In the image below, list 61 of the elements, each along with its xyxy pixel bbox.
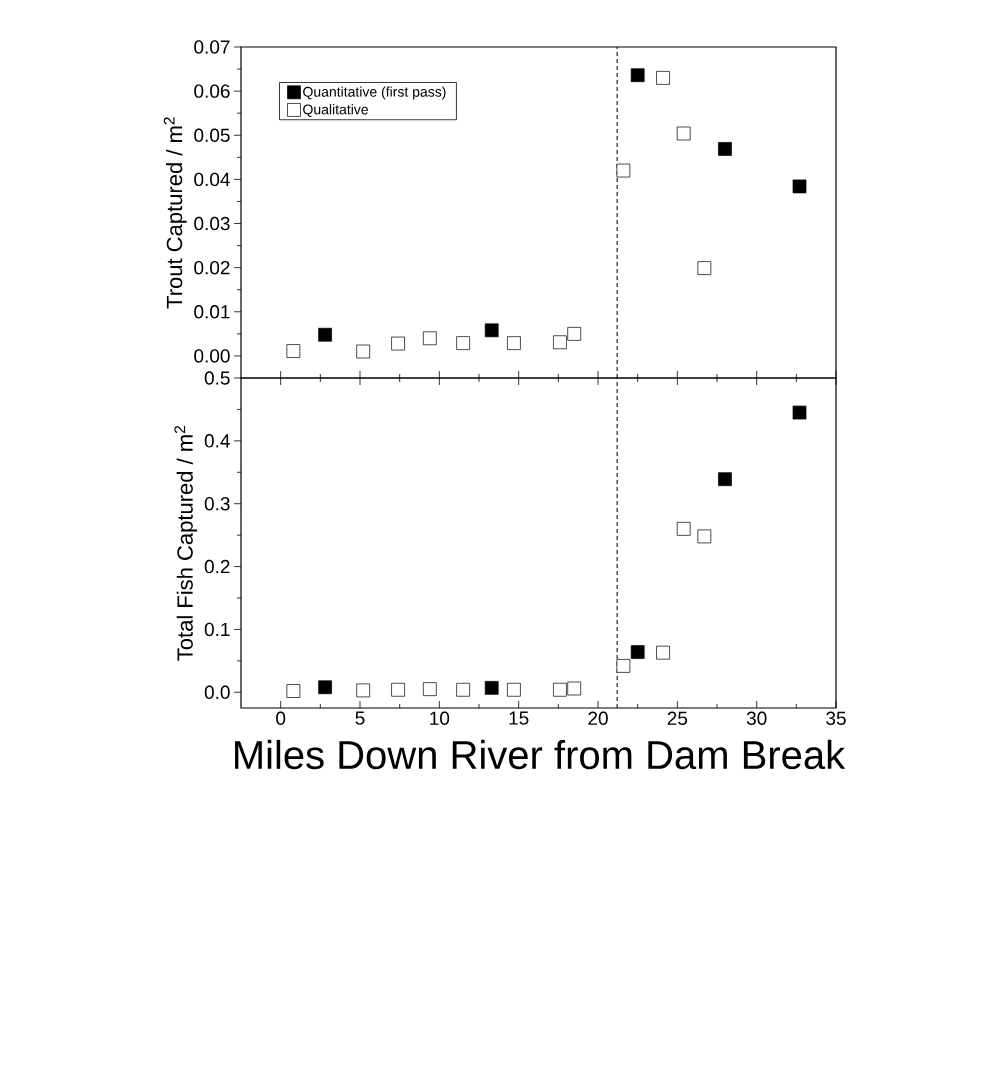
point bbox=[616, 659, 631, 673]
point bbox=[656, 645, 670, 660]
y-tick-label: 0.00 bbox=[194, 349, 230, 363]
point bbox=[553, 682, 567, 697]
y-tick-label: 0.1 bbox=[204, 622, 230, 637]
y-tick-label: 0.03 bbox=[194, 216, 230, 231]
y-tick-label: 0.3 bbox=[204, 496, 230, 511]
point bbox=[318, 327, 332, 342]
y-tick-label: 0.4 bbox=[204, 434, 230, 448]
point bbox=[356, 683, 371, 698]
x-tick-label: 35 bbox=[826, 711, 846, 725]
point bbox=[718, 142, 732, 156]
point bbox=[630, 68, 645, 83]
point bbox=[484, 323, 499, 338]
point bbox=[567, 681, 582, 696]
y-axis-title: Trout Captured / m$^{2}$ bbox=[163, 117, 187, 309]
point bbox=[616, 163, 631, 178]
y-tick-label: 0.01 bbox=[194, 305, 230, 319]
point bbox=[697, 529, 712, 544]
point bbox=[676, 522, 691, 536]
y-tick-label: 0.04 bbox=[194, 172, 230, 187]
point bbox=[422, 682, 437, 696]
point bbox=[422, 331, 437, 346]
point bbox=[286, 344, 301, 358]
legend-label: Qualitative bbox=[303, 104, 368, 117]
x-axis-title: Miles Down River from Dam Break bbox=[235, 739, 846, 770]
point bbox=[318, 680, 332, 695]
x-tick-label: 25 bbox=[667, 711, 688, 725]
x-tick-label: 20 bbox=[588, 711, 608, 725]
point bbox=[718, 472, 732, 487]
legend-label: Quantitative (first pass) bbox=[303, 86, 446, 100]
point bbox=[697, 261, 712, 275]
y-tick-label: 0.02 bbox=[194, 260, 230, 275]
point bbox=[792, 405, 807, 420]
x-tick-label: 10 bbox=[430, 711, 450, 725]
point bbox=[792, 179, 807, 194]
point bbox=[630, 645, 645, 659]
x-tick-label: 5 bbox=[355, 711, 365, 725]
point bbox=[507, 336, 521, 350]
y-tick-label: 0.2 bbox=[204, 559, 230, 574]
y-tick-label: 0.5 bbox=[204, 371, 230, 385]
point bbox=[286, 684, 301, 698]
point bbox=[676, 126, 691, 141]
x-tick-label: 15 bbox=[509, 711, 529, 725]
point bbox=[656, 71, 670, 85]
point bbox=[356, 344, 371, 359]
point bbox=[553, 335, 567, 350]
y-tick-label: 0.0 bbox=[204, 685, 230, 700]
point bbox=[456, 336, 470, 350]
point bbox=[391, 336, 405, 351]
point bbox=[391, 682, 405, 697]
y-tick-label: 0.06 bbox=[194, 84, 230, 98]
x-tick-label: 30 bbox=[746, 711, 767, 725]
point bbox=[456, 682, 470, 697]
point bbox=[484, 681, 499, 695]
y-tick-label: 0.05 bbox=[194, 128, 230, 142]
y-axis-title: Total Fish Captured / m$^{2}$ bbox=[174, 426, 198, 661]
point bbox=[567, 327, 582, 341]
x-tick-label: 0 bbox=[276, 711, 286, 725]
point bbox=[507, 682, 521, 697]
y-tick-label: 0.07 bbox=[194, 40, 230, 54]
